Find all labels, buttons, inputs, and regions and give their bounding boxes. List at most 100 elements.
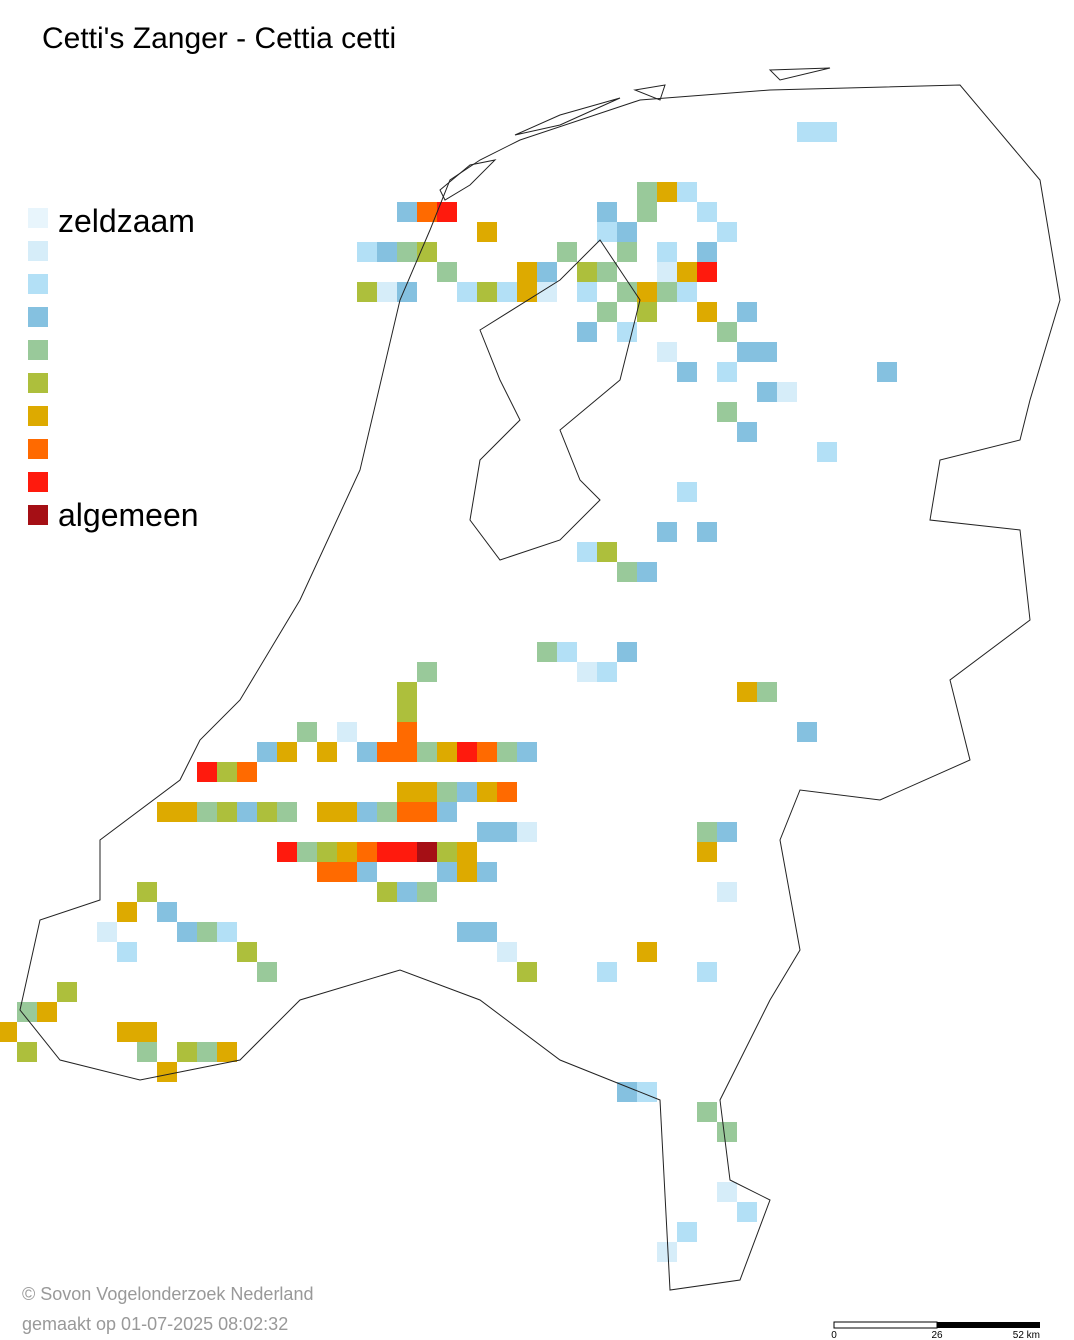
- grid-cell: [197, 1042, 217, 1062]
- grid-cell: [537, 282, 557, 302]
- grid-cell: [237, 942, 257, 962]
- grid-cell: [297, 842, 317, 862]
- grid-cell: [637, 562, 657, 582]
- grid-cell: [557, 642, 577, 662]
- legend-swatch: [28, 505, 48, 525]
- grid-cell: [697, 242, 717, 262]
- grid-cell: [317, 862, 337, 882]
- grid-cell: [0, 1022, 17, 1042]
- grid-cell: [657, 282, 677, 302]
- scale-bar: [937, 1322, 1040, 1328]
- scale-bar: [833, 1321, 938, 1329]
- grid-cell: [357, 842, 377, 862]
- grid-cell: [317, 842, 337, 862]
- grid-cell: [677, 182, 697, 202]
- grid-cell: [537, 642, 557, 662]
- grid-cell: [57, 982, 77, 1002]
- legend-swatch: [28, 406, 48, 426]
- grid-cell: [697, 202, 717, 222]
- grid-cell: [517, 962, 537, 982]
- grid-cell: [277, 842, 297, 862]
- grid-cell: [417, 202, 437, 222]
- grid-cell: [137, 1042, 157, 1062]
- grid-cell: [477, 862, 497, 882]
- grid-cell: [717, 402, 737, 422]
- grid-cell: [397, 842, 417, 862]
- scale-label: 26: [931, 1330, 943, 1340]
- grid-cell: [397, 882, 417, 902]
- grid-cell: [357, 862, 377, 882]
- grid-cell: [817, 442, 837, 462]
- grid-cell: [577, 542, 597, 562]
- grid-cell: [437, 802, 457, 822]
- grid-cell: [397, 722, 417, 742]
- grid-cell: [457, 922, 477, 942]
- grid-cell: [657, 182, 677, 202]
- grid-cell: [717, 822, 737, 842]
- grid-cell: [517, 282, 537, 302]
- grid-cell: [437, 862, 457, 882]
- grid-cell: [257, 742, 277, 762]
- grid-cell: [257, 962, 277, 982]
- grid-cell: [277, 802, 297, 822]
- grid-cell: [317, 802, 337, 822]
- grid-cell: [757, 682, 777, 702]
- grid-cell: [717, 1182, 737, 1202]
- grid-cell: [517, 262, 537, 282]
- grid-cell: [457, 862, 477, 882]
- made-date: gemaakt op 01-07-2025 08:02:32: [22, 1314, 288, 1334]
- grid-cell: [717, 222, 737, 242]
- grid-cell: [377, 802, 397, 822]
- grid-cell: [117, 942, 137, 962]
- grid-cell: [717, 882, 737, 902]
- scale-label: 52 km: [1013, 1330, 1040, 1340]
- grid-cell: [417, 662, 437, 682]
- grid-cell: [697, 1102, 717, 1122]
- island-outline: [439, 67, 831, 201]
- grid-cell: [17, 1042, 37, 1062]
- grid-cell: [597, 222, 617, 242]
- grid-cell: [597, 262, 617, 282]
- legend-top-label: zeldzaam: [58, 203, 195, 239]
- grid-cell: [377, 282, 397, 302]
- grid-cell: [157, 902, 177, 922]
- grid-cell: [497, 822, 517, 842]
- grid-cell: [497, 942, 517, 962]
- grid-cell: [597, 302, 617, 322]
- grid-cell: [757, 382, 777, 402]
- grid-cell: [617, 222, 637, 242]
- grid-cell: [677, 1222, 697, 1242]
- grid-cell: [517, 742, 537, 762]
- grid-cell: [477, 222, 497, 242]
- grid-cell: [637, 282, 657, 302]
- grid-cell: [197, 762, 217, 782]
- grid-cell: [157, 802, 177, 822]
- grid-cell: [437, 262, 457, 282]
- grid-cell: [117, 902, 137, 922]
- grid-cell: [697, 522, 717, 542]
- grid-cell: [377, 842, 397, 862]
- grid-cell: [737, 422, 757, 442]
- grid-cell: [417, 802, 437, 822]
- grid-cell: [617, 282, 637, 302]
- grid-cell: [617, 562, 637, 582]
- grid-cell: [797, 122, 817, 142]
- grid-cell: [817, 122, 837, 142]
- legend-swatch: [28, 472, 48, 492]
- grid-cell: [217, 1042, 237, 1062]
- grid-cell: [397, 682, 417, 702]
- grid-cell: [597, 542, 617, 562]
- grid-cell: [217, 922, 237, 942]
- grid-cell: [437, 842, 457, 862]
- grid-cell: [377, 742, 397, 762]
- legend-swatch: [28, 274, 48, 294]
- grid-cell: [457, 782, 477, 802]
- legend-swatch: [28, 307, 48, 327]
- legend-swatch: [28, 373, 48, 393]
- grid-cell: [657, 1242, 677, 1262]
- grid-cell: [37, 1002, 57, 1022]
- grid-cell: [197, 922, 217, 942]
- grid-cell: [697, 842, 717, 862]
